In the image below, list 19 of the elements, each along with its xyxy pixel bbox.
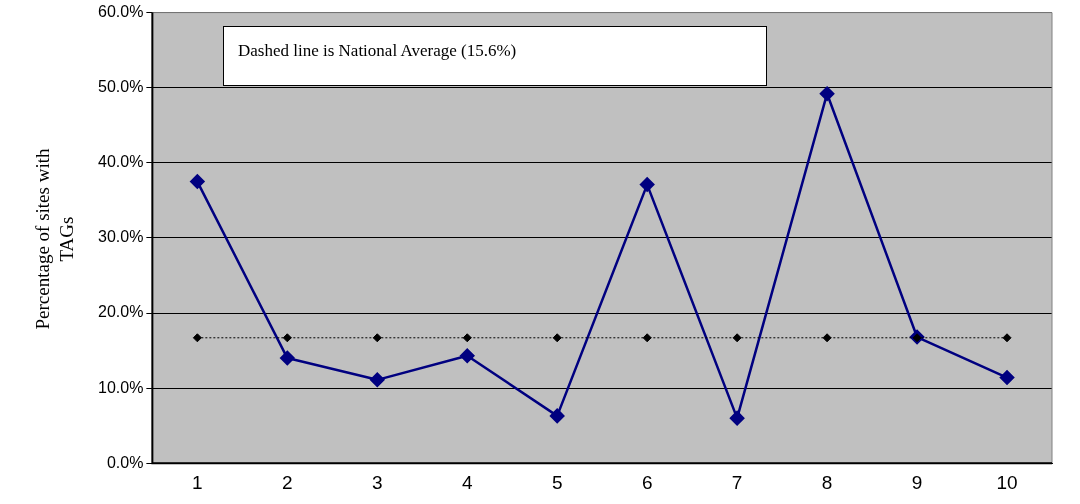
x-tick-label: 7 bbox=[731, 471, 743, 493]
x-tick-label: 4 bbox=[461, 471, 473, 493]
x-tick-label: 8 bbox=[821, 471, 833, 493]
y-tick-label: 60.0% bbox=[97, 3, 144, 21]
x-tick-label: 9 bbox=[911, 471, 923, 493]
y-tick-label: 40.0% bbox=[97, 153, 144, 171]
y-tick-label: 20.0% bbox=[97, 303, 144, 321]
y-tick-label: 10.0% bbox=[97, 378, 144, 396]
x-tick-label: 3 bbox=[371, 471, 383, 493]
note-box: Dashed line is National Average (15.6%) bbox=[223, 26, 767, 86]
y-axis-title: Percentage of sites with TAGs bbox=[31, 147, 78, 332]
y-tick-label: 30.0% bbox=[97, 228, 144, 246]
x-tick-label: 5 bbox=[551, 471, 563, 493]
x-tick-label: 1 bbox=[192, 471, 203, 493]
x-tick-label: 10 bbox=[996, 471, 1018, 493]
x-tick-label: 6 bbox=[641, 471, 653, 493]
x-tick-label: 2 bbox=[282, 471, 293, 493]
y-tick-label: 0.0% bbox=[106, 453, 144, 471]
y-tick-label: 50.0% bbox=[97, 78, 144, 96]
